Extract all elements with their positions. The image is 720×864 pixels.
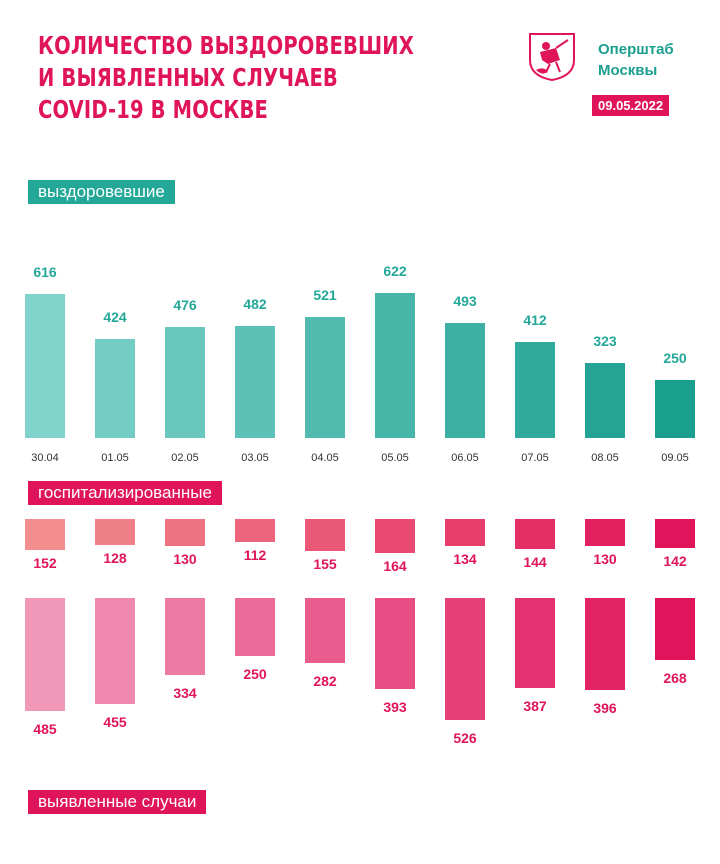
page-title: Количество выздоровевших и выявленных сл… <box>38 30 414 126</box>
date-tick-label: 05.05 <box>381 452 409 464</box>
recovered-bar <box>305 316 345 438</box>
date-badge: 09.05.2022 <box>592 95 670 116</box>
date-tick-label: 04.05 <box>311 452 339 464</box>
recovered-bar <box>375 293 415 438</box>
hospitalized-bar <box>375 519 415 553</box>
date-tick-label: 06.05 <box>451 452 479 464</box>
recovered-bar <box>585 362 625 438</box>
hospitalized-bar <box>515 519 555 549</box>
date-tick-label: 30.04 <box>31 452 59 464</box>
hospitalized-bar <box>165 519 205 546</box>
cases-value-label: 455 <box>103 713 127 730</box>
recovered-bar <box>165 327 205 438</box>
org-name: Оперштаб Москвы <box>598 39 674 81</box>
hospitalized-value-label: 134 <box>453 551 477 568</box>
cases-value-label: 393 <box>383 699 407 716</box>
hospitalized-value-label: 152 <box>33 555 57 572</box>
cases-bar <box>585 598 625 690</box>
recovered-value-label: 493 <box>453 293 477 310</box>
hospitalized-value-label: 128 <box>103 550 127 567</box>
cases-value-label: 396 <box>593 699 617 716</box>
moscow-coat-of-arms-icon <box>529 33 575 82</box>
hospitalized-value-label: 144 <box>523 553 547 570</box>
hospitalized-value-label: 112 <box>243 546 267 563</box>
recovered-value-label: 412 <box>523 312 547 328</box>
recovered-bar <box>515 342 555 438</box>
hospitalized-bar <box>655 519 695 549</box>
cases-value-label: 526 <box>453 730 477 747</box>
cases-bar <box>95 598 135 704</box>
cases-bar <box>235 598 275 656</box>
cases-bar <box>25 598 65 711</box>
hospitalized-bar <box>585 519 625 546</box>
hospitalized-value-label: 155 <box>313 555 337 572</box>
cases-value-label: 250 <box>243 666 267 682</box>
cases-bar <box>655 598 695 661</box>
cases-value-label: 387 <box>523 697 547 714</box>
recovered-value-label: 476 <box>173 297 197 314</box>
hospitalized-value-label: 142 <box>663 553 687 570</box>
hospitalized-value-label: 130 <box>593 550 617 567</box>
cases-value-label: 268 <box>663 670 687 687</box>
org-name-line-2: Москвы <box>598 62 658 79</box>
recovered-bar <box>235 325 275 438</box>
recovered-value-label: 521 <box>313 286 337 303</box>
date-tick-label: 02.05 <box>171 452 199 464</box>
cases-value-label: 334 <box>173 685 197 702</box>
org-name-line-1: Оперштаб <box>598 41 674 58</box>
recovered-banner: выздоровевшие <box>28 180 175 204</box>
cases-bar <box>445 598 485 721</box>
recovered-value-label: 424 <box>103 309 127 326</box>
recovered-value-label: 622 <box>383 263 407 280</box>
recovered-bar <box>655 379 695 438</box>
date-tick-label: 09.05 <box>661 452 689 464</box>
hospitalized-value-label: 164 <box>383 557 407 574</box>
cases-value-label: 282 <box>313 673 337 690</box>
title-line-1: Количество выздоровевших <box>38 31 414 60</box>
date-tick-label: 08.05 <box>591 452 619 464</box>
cases-bar <box>305 598 345 664</box>
hospitalized-banner: госпитализированные <box>28 481 222 505</box>
cases-value-label: 485 <box>33 720 57 737</box>
recovered-value-label: 250 <box>663 349 687 366</box>
date-tick-label: 01.05 <box>101 452 129 464</box>
hospitalized-bar <box>95 519 135 546</box>
cases-bar <box>515 598 555 688</box>
recovered-value-label: 616 <box>33 264 57 281</box>
hospitalized-bar <box>445 519 485 547</box>
hospitalized-bar <box>25 519 65 551</box>
recovered-value-label: 482 <box>243 295 267 312</box>
recovered-bar <box>95 339 135 438</box>
title-line-3: COVID-19 в Москве <box>38 95 269 124</box>
cases-bar <box>165 598 205 676</box>
hospitalized-value-label: 130 <box>173 550 197 567</box>
recovered-bar <box>445 323 485 438</box>
recovered-bar <box>25 294 65 438</box>
cases-banner: выявленные случаи <box>28 790 207 814</box>
hospitalized-bar <box>305 519 345 551</box>
date-tick-label: 03.05 <box>241 452 269 464</box>
cases-bar <box>375 598 415 690</box>
hospitalized-bar <box>235 519 275 542</box>
date-tick-label: 07.05 <box>521 452 549 464</box>
recovered-value-label: 323 <box>593 332 617 349</box>
title-line-2: и выявленных случаев <box>38 63 338 92</box>
